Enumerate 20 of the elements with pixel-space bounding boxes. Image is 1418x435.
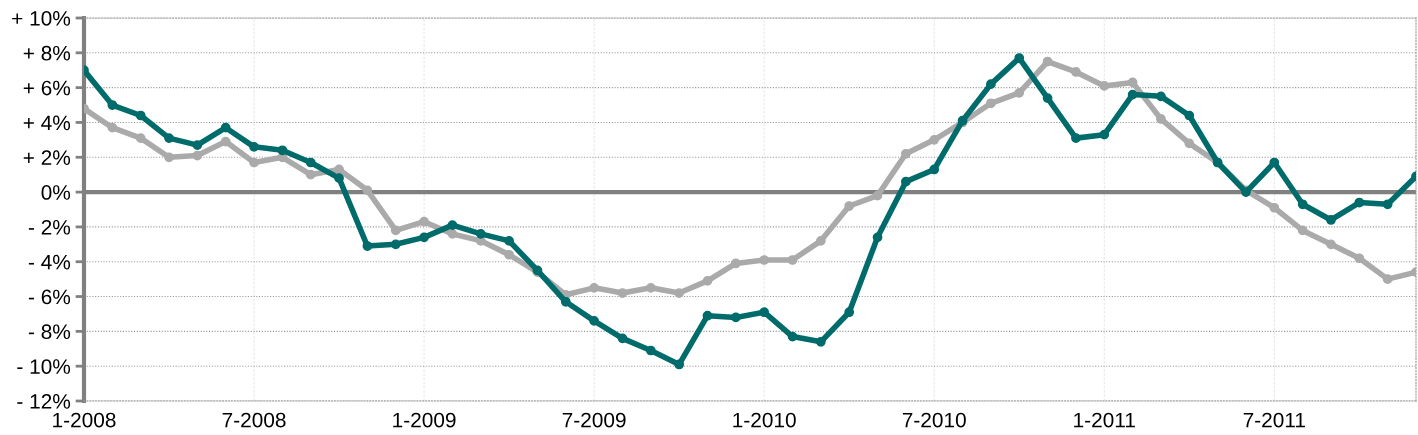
y-tick-label: 0% — [41, 185, 71, 200]
y-tick-label: + 8% — [23, 45, 71, 61]
y-tick-label: - 12% — [17, 394, 71, 409]
y-tick-label: + 2% — [23, 150, 71, 165]
x-tick-label: 1-2011 — [1074, 412, 1135, 428]
y-tick-label: + 4% — [23, 115, 71, 131]
x-tick-label: 1-2008 — [53, 412, 116, 428]
x-tick-label: 7-2008 — [222, 412, 286, 428]
x-tick-label: 7-2011 — [1243, 412, 1305, 428]
x-tick-label: 7-2010 — [902, 412, 966, 428]
y-tick-label: - 6% — [28, 289, 71, 305]
x-tick-label: 1-2009 — [393, 412, 456, 428]
y-tick-label: + 10% — [12, 11, 71, 26]
y-tick-label: - 2% — [28, 219, 71, 235]
x-tick-label: 1-2010 — [733, 412, 796, 428]
y-tick-label: - 10% — [17, 359, 71, 374]
x-tick-label: 7-2009 — [562, 412, 626, 428]
y-tick-label: - 4% — [28, 254, 71, 270]
y-tick-label: + 6% — [23, 80, 71, 96]
y-tick-label: - 8% — [28, 324, 71, 340]
